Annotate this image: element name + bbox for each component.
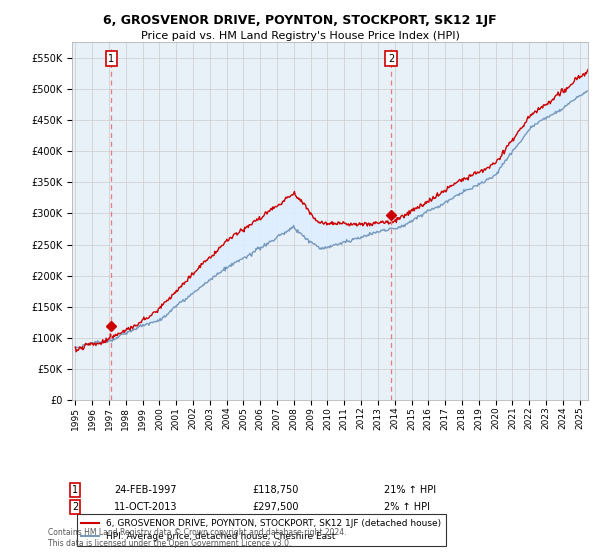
Text: £297,500: £297,500 — [252, 502, 299, 512]
Text: 2: 2 — [388, 54, 394, 64]
Text: 11-OCT-2013: 11-OCT-2013 — [114, 502, 178, 512]
Text: 24-FEB-1997: 24-FEB-1997 — [114, 485, 176, 495]
Text: £118,750: £118,750 — [252, 485, 298, 495]
Text: 6, GROSVENOR DRIVE, POYNTON, STOCKPORT, SK12 1JF: 6, GROSVENOR DRIVE, POYNTON, STOCKPORT, … — [103, 14, 497, 27]
Text: Price paid vs. HM Land Registry's House Price Index (HPI): Price paid vs. HM Land Registry's House … — [140, 31, 460, 41]
Legend: 6, GROSVENOR DRIVE, POYNTON, STOCKPORT, SK12 1JF (detached house), HPI: Average : 6, GROSVENOR DRIVE, POYNTON, STOCKPORT, … — [77, 514, 446, 546]
Text: 2: 2 — [72, 502, 78, 512]
Text: 1: 1 — [109, 54, 115, 64]
Text: 1: 1 — [72, 485, 78, 495]
Text: Contains HM Land Registry data © Crown copyright and database right 2024.
This d: Contains HM Land Registry data © Crown c… — [48, 528, 347, 548]
Text: 2% ↑ HPI: 2% ↑ HPI — [384, 502, 430, 512]
Text: 21% ↑ HPI: 21% ↑ HPI — [384, 485, 436, 495]
